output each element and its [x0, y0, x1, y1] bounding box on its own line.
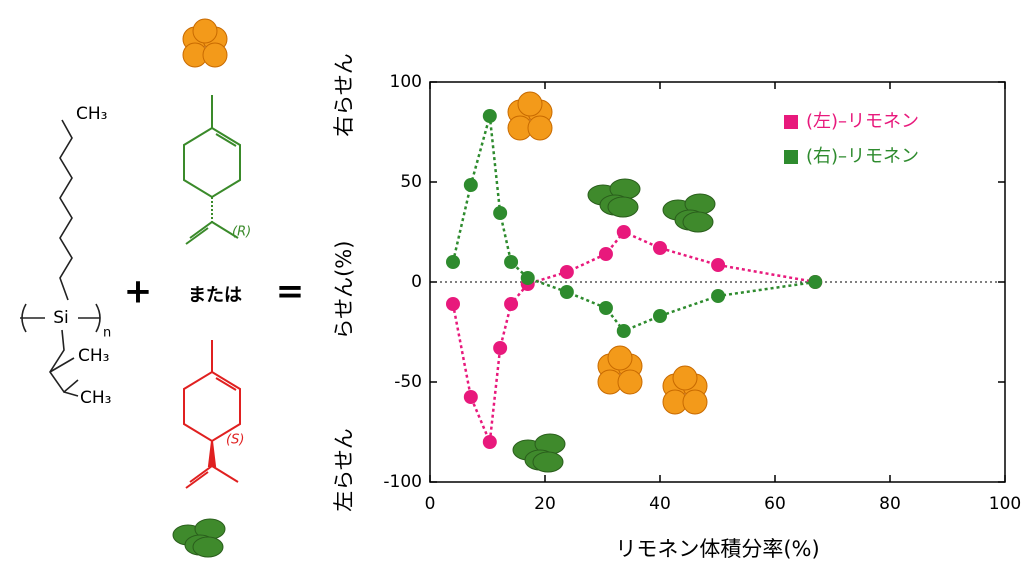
data-point [464, 178, 478, 192]
y-axis-label: 左らせん [332, 428, 356, 512]
y-tick-label: 100 [390, 72, 422, 92]
data-point [617, 324, 631, 338]
data-point [483, 109, 497, 123]
x-tick-label: 40 [649, 494, 671, 514]
data-point [711, 289, 725, 303]
data-point [483, 435, 497, 449]
chem-label: CH₃ [76, 104, 107, 124]
equals-sign: = [276, 272, 305, 312]
isobutyl-chain [50, 330, 78, 392]
legend-label: (右)–リモネン [806, 146, 919, 167]
s-limonene [184, 340, 240, 488]
stereo-label: (R) [232, 225, 251, 240]
data-point [599, 301, 613, 315]
legend-label: (左)–リモネン [806, 111, 919, 132]
legend-swatch [784, 115, 798, 129]
data-point [504, 255, 518, 269]
data-point [560, 265, 574, 279]
x-tick-label: 20 [534, 494, 556, 514]
figure: CH₃ Si n CH₃ CH₃ + または = (R) (S) -100 -50… [0, 0, 1025, 581]
legend-swatch [784, 150, 798, 164]
orange-icon [673, 366, 697, 390]
polymer-structure: CH₃ Si n CH₃ CH₃ [20, 104, 111, 408]
data-point [711, 258, 725, 272]
decorations [173, 19, 715, 557]
or-text: または [188, 285, 242, 306]
x-tick-label: 80 [879, 494, 901, 514]
y-tick-label: -100 [383, 472, 422, 492]
x-tick-label: 60 [764, 494, 786, 514]
orange-icon [618, 370, 642, 394]
chem-label: n [103, 326, 111, 341]
leaf-icon [683, 212, 713, 232]
y-axis-label: 右らせん [332, 53, 356, 137]
x-axis-label: リモネン体積分率(%) [615, 537, 819, 561]
data-point [599, 247, 613, 261]
data-point [464, 390, 478, 404]
data-point [521, 271, 535, 285]
chem-label: CH₃ [80, 388, 111, 408]
r-limonene [184, 95, 240, 244]
orange-icon [528, 116, 552, 140]
data-point [560, 285, 574, 299]
data-point [504, 297, 518, 311]
orange-icon [608, 346, 632, 370]
x-tick-label: 0 [425, 494, 436, 514]
chart: -100 -50 0 50 100 0 20 40 60 80 100 リモネン体積分率(%) 右らせん… [332, 53, 1021, 561]
orange-icon [683, 390, 707, 414]
chem-label: CH₃ [78, 346, 109, 366]
data-point [653, 309, 667, 323]
data-point [493, 341, 507, 355]
plus-sign: + [124, 272, 153, 312]
y-tick-label: 50 [400, 172, 422, 192]
data-point [653, 241, 667, 255]
alkyl-chain [60, 120, 72, 300]
chem-label: Si [53, 308, 69, 328]
leaf-icon [193, 537, 223, 557]
data-point [493, 206, 507, 220]
leaf-icon [608, 197, 638, 217]
x-tick-label: 100 [989, 494, 1021, 514]
y-tick-label: 0 [411, 272, 422, 292]
orange-icon [518, 92, 542, 116]
bond [64, 392, 78, 396]
stereo-label: (S) [226, 433, 244, 448]
data-point [808, 275, 822, 289]
y-tick-label: -50 [394, 372, 422, 392]
leaf-icon [533, 452, 563, 472]
data-point [617, 225, 631, 239]
y-axis-label: らせん(%) [332, 241, 356, 340]
data-point [446, 297, 460, 311]
orange-icon [203, 43, 227, 67]
orange-icon [193, 19, 217, 43]
data-point [446, 255, 460, 269]
